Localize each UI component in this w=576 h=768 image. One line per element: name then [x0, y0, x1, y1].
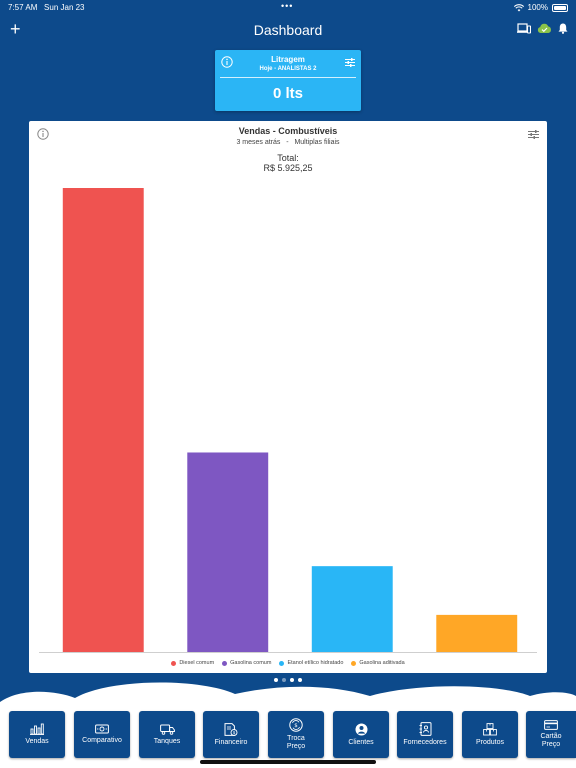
money-icon — [95, 724, 109, 734]
legend-dot-icon — [279, 660, 285, 666]
status-indicators: 100% — [513, 3, 568, 12]
nav-label: Produtos — [475, 738, 505, 746]
info-icon[interactable] — [37, 128, 49, 140]
chart-subtitle-separator: - — [286, 139, 289, 146]
bell-icon[interactable] — [558, 23, 568, 34]
nav-label: Comparativo — [82, 737, 122, 744]
filter-sliders-icon[interactable] — [345, 58, 355, 67]
boxes-icon — [483, 722, 497, 735]
app-header: + Dashboard — [0, 14, 576, 46]
chart-bars-icon — [30, 723, 44, 735]
nav-label: Financeiro — [214, 738, 248, 746]
legend-dot-icon — [222, 660, 228, 666]
status-time-date: 7:57 AM Sun Jan 23 — [8, 3, 85, 12]
battery-percent: 100% — [527, 3, 548, 12]
pager-dot[interactable] — [282, 678, 286, 682]
bar-gasolina-comum[interactable] — [187, 452, 269, 652]
nav-label: Clientes — [348, 738, 374, 746]
bar-gasolina-aditivada[interactable] — [436, 614, 518, 652]
wifi-icon — [513, 3, 524, 11]
bar-etanol-et-lico-hidratado[interactable] — [311, 566, 393, 652]
liter-card-divider — [220, 77, 356, 78]
chart-period: 3 meses atrás — [236, 139, 281, 146]
legend-item[interactable]: Gasolina aditivada — [351, 660, 405, 666]
legend-label: Etanol etílico hidratado — [287, 660, 344, 666]
nav-comparativo-button[interactable]: Comparativo — [74, 711, 130, 758]
legend-label: Diesel comum — [179, 660, 215, 666]
battery-icon — [552, 3, 568, 12]
page-title: Dashboard — [253, 22, 323, 38]
legend-label: Gasolina comum — [230, 660, 272, 666]
pager-dot[interactable] — [290, 678, 294, 682]
devices-icon[interactable] — [517, 23, 531, 34]
nav-vendas-button[interactable]: Vendas — [9, 711, 65, 758]
liter-card[interactable]: Litragem Hoje - ANALISTAS 2 0 lts — [215, 50, 361, 111]
nav-label: Fornecedores — [403, 739, 447, 746]
chart-subtitle: 3 meses atrás - Multiplas filiais — [29, 139, 547, 146]
legend-dot-icon — [171, 660, 177, 666]
liter-card-subtitle: Hoje - ANALISTAS 2 — [259, 66, 317, 72]
filter-sliders-icon[interactable] — [528, 130, 539, 139]
cloud-sync-icon[interactable] — [537, 23, 552, 34]
header-actions — [517, 23, 568, 34]
nav-label: Vendas — [25, 738, 49, 745]
chart-total-label: Total: — [277, 153, 299, 163]
liter-card-value: 0 lts — [272, 85, 303, 102]
nav-label: Troca Preço — [286, 735, 306, 750]
bar-diesel-comum[interactable] — [62, 188, 144, 652]
chart-legend: Diesel comum Gasolina comum Etanol etílico… — [29, 660, 547, 666]
nav-fornecedores-button[interactable]: Fornecedores — [397, 711, 453, 758]
nav-produtos-button[interactable]: Produtos — [462, 711, 518, 758]
truck-icon — [159, 724, 175, 735]
nav-troca-preco-button[interactable]: $ Troca Preço — [268, 711, 324, 758]
nav-label: Tanques — [153, 737, 181, 745]
liter-card-title: Litragem — [271, 55, 305, 64]
info-icon[interactable] — [221, 56, 233, 68]
svg-text:$: $ — [233, 730, 236, 736]
chart-title: Vendas - Combustíveis — [238, 126, 338, 136]
legend-label: Gasolina aditivada — [359, 660, 405, 666]
pager-dot[interactable] — [298, 678, 302, 682]
home-indicator — [200, 760, 376, 764]
status-time: 7:57 AM — [8, 3, 38, 12]
multitask-dots[interactable]: ••• — [281, 1, 294, 11]
nav-tanques-button[interactable]: Tanques — [139, 711, 195, 758]
add-button[interactable]: + — [10, 19, 21, 39]
price-swap-icon: $ — [289, 718, 303, 732]
svg-text:$: $ — [294, 723, 298, 729]
status-bar: 7:57 AM Sun Jan 23 ••• 100% — [0, 0, 576, 14]
contact-book-icon — [419, 722, 431, 736]
card-icon — [544, 720, 558, 730]
chart-scope: Multiplas filiais — [294, 139, 340, 146]
nav-cartao-preco-button[interactable]: Cartão Preço — [526, 711, 576, 758]
nav-financeiro-button[interactable]: $ Financeiro — [203, 711, 259, 758]
money-file-icon: $ — [224, 722, 238, 736]
nav-label: Cartão Preço — [540, 733, 562, 748]
legend-item[interactable]: Gasolina comum — [222, 660, 271, 666]
status-date: Sun Jan 23 — [44, 3, 85, 12]
page-indicator[interactable] — [274, 678, 302, 682]
legend-item[interactable]: Etanol etílico hidratado — [279, 660, 343, 666]
user-icon — [355, 723, 367, 735]
legend-item[interactable]: Diesel comum — [171, 660, 214, 666]
legend-dot-icon — [351, 660, 357, 666]
nav-clientes-button[interactable]: Clientes — [333, 711, 389, 758]
pager-dot[interactable] — [274, 678, 278, 682]
chart-total-value: R$ 5.925,25 — [263, 163, 313, 173]
bar-chart — [39, 188, 537, 653]
sales-chart-card: Vendas - Combustíveis 3 meses atrás - Mu… — [29, 121, 547, 673]
